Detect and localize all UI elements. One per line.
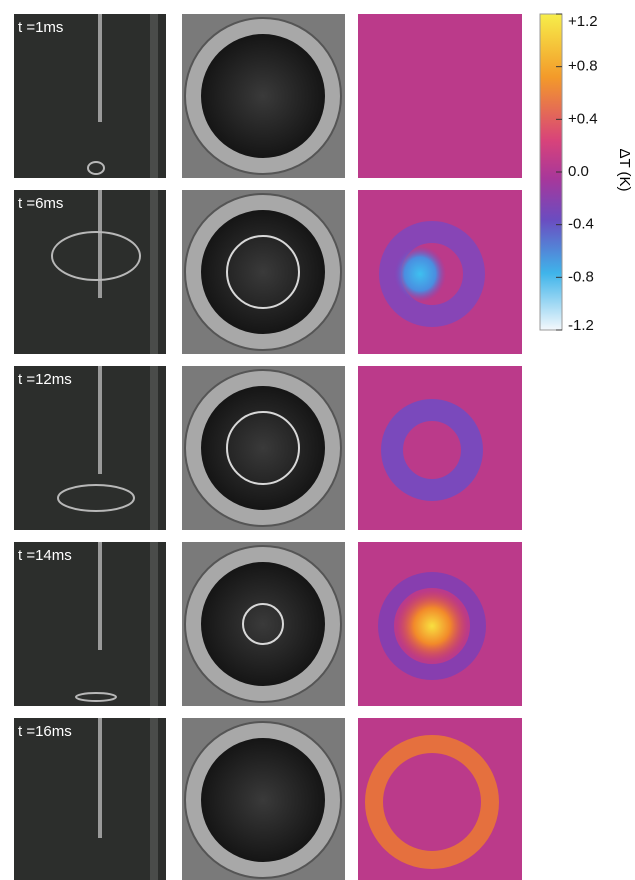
time-label: t =12ms <box>18 371 72 388</box>
figure: ΔT (K) t =1ms t =6ms t =12ms t =14ms t =16ms… <box>0 0 635 880</box>
thermal-feature <box>394 246 446 302</box>
side-image <box>14 14 166 178</box>
colorbar-tick-label: +0.4 <box>568 110 598 127</box>
colorbar-tick-label: 0.0 <box>568 163 589 180</box>
lens <box>201 34 325 158</box>
glass-edge <box>150 718 158 880</box>
colorbar-tick-label: -0.4 <box>568 216 594 233</box>
glass-edge <box>150 542 158 706</box>
glass-edge <box>150 14 158 178</box>
side-image <box>14 366 166 530</box>
side-image <box>14 718 166 880</box>
lens <box>201 738 325 862</box>
glass-edge <box>150 366 158 530</box>
time-label: t =16ms <box>18 723 72 740</box>
lens <box>201 386 325 510</box>
colorbar-tick-label: -1.2 <box>568 317 594 334</box>
colorbar-tick-label: +0.8 <box>568 58 598 75</box>
side-image <box>14 190 166 354</box>
thermal-feature <box>396 590 468 662</box>
time-label: t =1ms <box>18 19 63 36</box>
time-label: t =6ms <box>18 195 63 212</box>
lens <box>201 210 325 334</box>
side-image <box>14 542 166 706</box>
glass-edge <box>150 190 158 354</box>
colorbar-label: ΔT (K) <box>616 148 633 191</box>
colorbar-tick-label: -0.8 <box>568 268 594 285</box>
thermal-image <box>358 14 522 178</box>
colorbar-tick-label: +1.2 <box>568 13 598 30</box>
time-label: t =14ms <box>18 547 72 564</box>
lens <box>201 562 325 686</box>
